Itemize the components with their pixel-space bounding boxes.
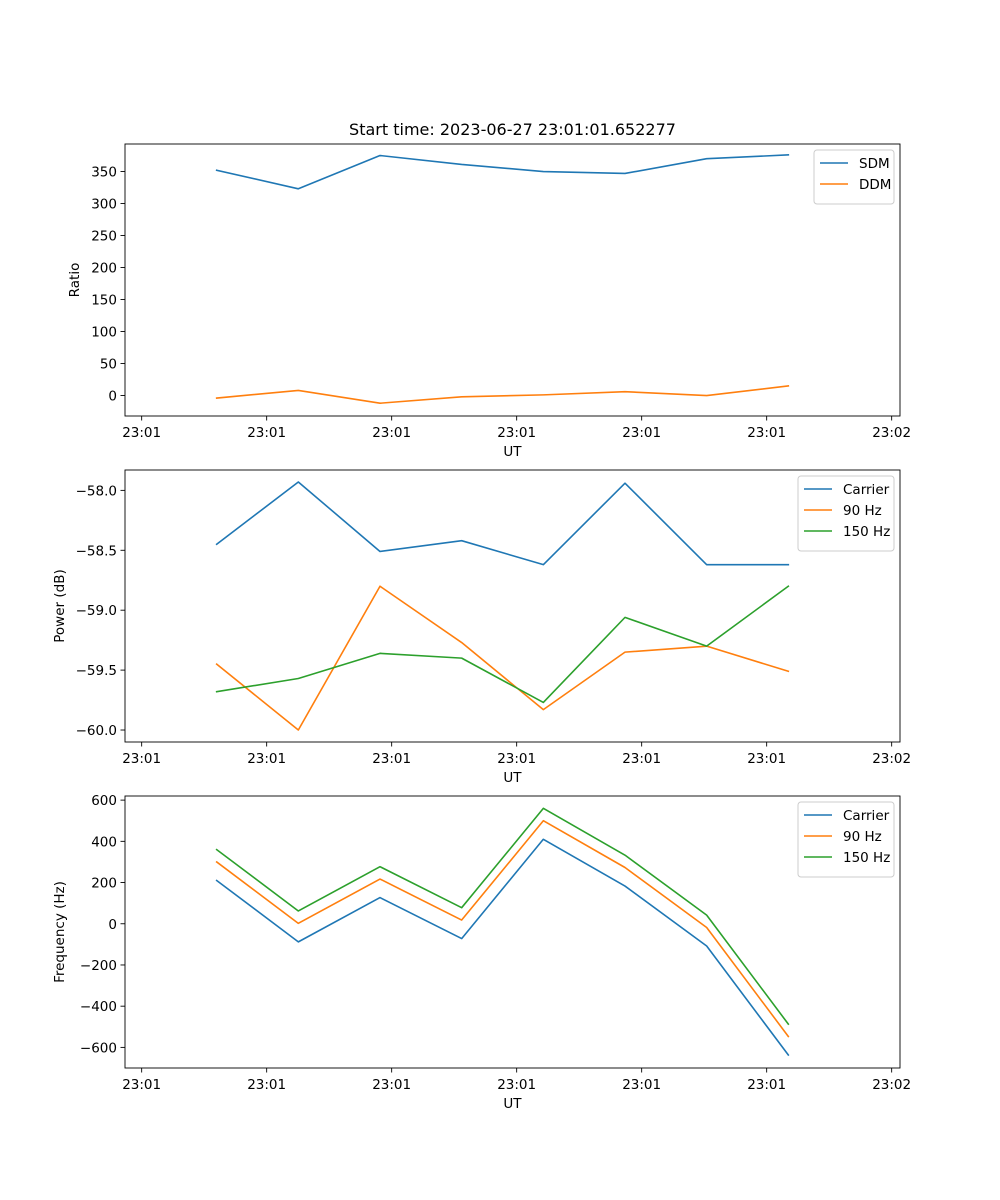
x-tick-label: 23:02 — [872, 425, 911, 441]
legend: Carrier 90 Hz 150 Hz — [797, 801, 895, 878]
series-line-2 — [215, 819, 790, 1038]
legend-box — [797, 801, 895, 878]
x-tick-label: 23:01 — [247, 751, 286, 767]
x-tick-label: 23:01 — [247, 425, 286, 441]
y-axis-label: Frequency (Hz) — [52, 881, 68, 983]
y-axis-label: Power (dB) — [52, 569, 68, 642]
x-tick-label: 23:01 — [622, 425, 661, 441]
x-tick-label: 23:01 — [747, 751, 786, 767]
x-tick-label: 23:01 — [122, 425, 161, 441]
x-tick-label: 23:01 — [372, 1077, 411, 1093]
legend-label: 90 Hz — [843, 503, 882, 519]
legend: Carrier 90 Hz 150 Hz — [797, 475, 895, 552]
x-tick-label: 23:01 — [622, 1077, 661, 1093]
y-tick-label: 250 — [91, 229, 117, 245]
y-tick-label: 0 — [108, 389, 117, 405]
axes-frame — [124, 143, 901, 417]
axes-frame — [124, 469, 901, 743]
legend: SDM DDM — [813, 149, 895, 205]
legend-label: Carrier — [843, 808, 890, 824]
y-tick-label: −600 — [80, 1040, 117, 1056]
series-line-3 — [215, 807, 790, 1026]
y-tick-label: 300 — [91, 197, 117, 213]
legend-box — [797, 475, 895, 552]
series-line-1 — [215, 154, 790, 190]
subplot-2: 23:01 23:01 23:01 23:01 23:01 23:01 23:02 −60.0… — [52, 469, 911, 786]
x-axis-label: UT — [503, 1096, 522, 1112]
x-tick-label: 23:01 — [247, 1077, 286, 1093]
x-tick-label: 23:01 — [747, 1077, 786, 1093]
y-tick-label: 400 — [91, 834, 117, 850]
y-tick-label: 50 — [100, 357, 117, 373]
y-tick-label: −58.0 — [76, 483, 117, 499]
y-tick-label: 600 — [91, 793, 117, 809]
axes-frame — [124, 795, 901, 1069]
x-axis-label: UT — [503, 444, 522, 460]
x-tick-label: 23:01 — [622, 751, 661, 767]
x-tick-label: 23:01 — [372, 751, 411, 767]
chart-title: Start time: 2023-06-27 23:01:01.652277 — [349, 120, 676, 139]
y-tick-label: 100 — [91, 325, 117, 341]
legend-label: SDM — [859, 156, 890, 172]
x-tick-label: 23:01 — [747, 425, 786, 441]
legend-label: Carrier — [843, 482, 890, 498]
y-tick-label: 0 — [108, 917, 117, 933]
y-tick-label: −60.0 — [76, 723, 117, 739]
x-tick-label: 23:02 — [872, 751, 911, 767]
x-tick-label: 23:01 — [122, 1077, 161, 1093]
x-axis-label: UT — [503, 770, 522, 786]
subplot-3: 23:01 23:01 23:01 23:01 23:01 23:01 23:02 −600 −… — [52, 793, 911, 1112]
y-axis-label: Ratio — [67, 263, 83, 298]
x-tick-label: 23:01 — [497, 751, 536, 767]
y-tick-label: −200 — [80, 958, 117, 974]
y-tick-label: −59.0 — [76, 603, 117, 619]
y-tick-label: −59.5 — [76, 663, 117, 679]
series-line-3 — [215, 585, 790, 704]
x-tick-label: 23:01 — [372, 425, 411, 441]
series-line-2 — [215, 585, 790, 731]
y-tick-label: 350 — [91, 165, 117, 181]
y-tick-label: −400 — [80, 999, 117, 1015]
series-line-2 — [215, 385, 790, 405]
series-line-1 — [215, 838, 790, 1057]
legend-label: DDM — [859, 177, 891, 193]
legend-label: 150 Hz — [843, 524, 890, 540]
series-line-1 — [215, 481, 790, 566]
y-tick-label: 150 — [91, 293, 117, 309]
y-tick-label: 200 — [91, 261, 117, 277]
y-tick-label: 200 — [91, 876, 117, 892]
legend-label: 150 Hz — [843, 850, 890, 866]
x-tick-label: 23:01 — [497, 425, 536, 441]
plots: Start time: 2023-06-27 23:01:01.652277 23… — [52, 120, 911, 1112]
x-tick-label: 23:01 — [122, 751, 161, 767]
legend-label: 90 Hz — [843, 829, 882, 845]
subplot-1: Start time: 2023-06-27 23:01:01.652277 23… — [67, 120, 911, 460]
x-tick-label: 23:02 — [872, 1077, 911, 1093]
x-tick-label: 23:01 — [497, 1077, 536, 1093]
y-tick-label: −58.5 — [76, 543, 117, 559]
